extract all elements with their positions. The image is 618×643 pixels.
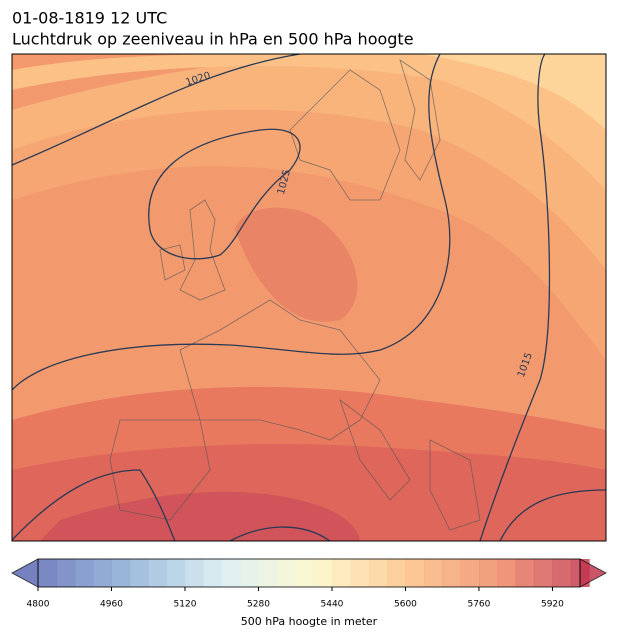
colorbar-bin [405,559,425,587]
colorbar-tick-label: 4960 [100,600,123,610]
map: 1020 1025 1015 [12,54,606,541]
height-band [420,54,606,130]
colorbar-bin [74,559,94,587]
colorbar-tick-label: 5120 [174,600,197,610]
colorbar-bin [368,559,388,587]
colorbar-bin [331,559,351,587]
colorbar-tick-label: 5600 [394,600,417,610]
colorbar-bin [240,559,259,587]
colorbar-bin [515,559,535,587]
colorbar-bin [295,559,315,587]
colorbar-bin [148,559,168,587]
height-band [40,491,360,541]
colorbar-bin [258,559,278,587]
colorbar-bin [387,559,406,587]
colorbar-tick-label: 5280 [247,600,270,610]
colorbar-bin [534,559,553,587]
title: 01-08-1819 12 UTC [12,9,167,28]
colorbar-extend-low [11,558,39,588]
coastlines [109,59,481,531]
colorbar-bin [184,559,204,587]
colorbar-bin [423,559,443,587]
colorbar-tick-label: 4800 [27,600,50,610]
colorbar-bin [460,559,480,587]
colorbar-bin [129,559,149,587]
colorbar-bin [38,559,57,587]
colorbar-bin [478,559,498,587]
colorbar-bin [552,559,572,587]
colorbar-tick-label: 5440 [321,600,344,610]
colorbar-bin [56,559,76,587]
colorbar-tick-label: 5760 [467,600,490,610]
colorbar-bin [313,559,333,587]
colorbar-frame [37,558,581,588]
colorbar-bin [111,559,131,587]
colorbar-bin [276,559,296,587]
colorbar-tick-label: 5920 [541,600,564,610]
colorbar-bin [221,559,241,587]
colorbar: 4800 4960 5120 5280 5440 5600 5760 5920 [11,558,607,610]
colorbar-bin [350,559,370,587]
subtitle: Luchtdruk op zeeniveau in hPa en 500 hPa… [12,30,414,49]
isobars [12,54,606,541]
colorbar-bin [497,559,517,587]
colorbar-extend-high [579,558,607,588]
height-band [235,207,358,322]
colorbar-bin [166,559,186,587]
height-band [12,54,606,270]
colorbar-bin [203,559,223,587]
colorbar-bin [442,559,462,587]
colorbar-bin [93,559,112,587]
map-frame [11,53,607,542]
colorbar-label: 500 hPa hoogte in meter [241,615,378,628]
